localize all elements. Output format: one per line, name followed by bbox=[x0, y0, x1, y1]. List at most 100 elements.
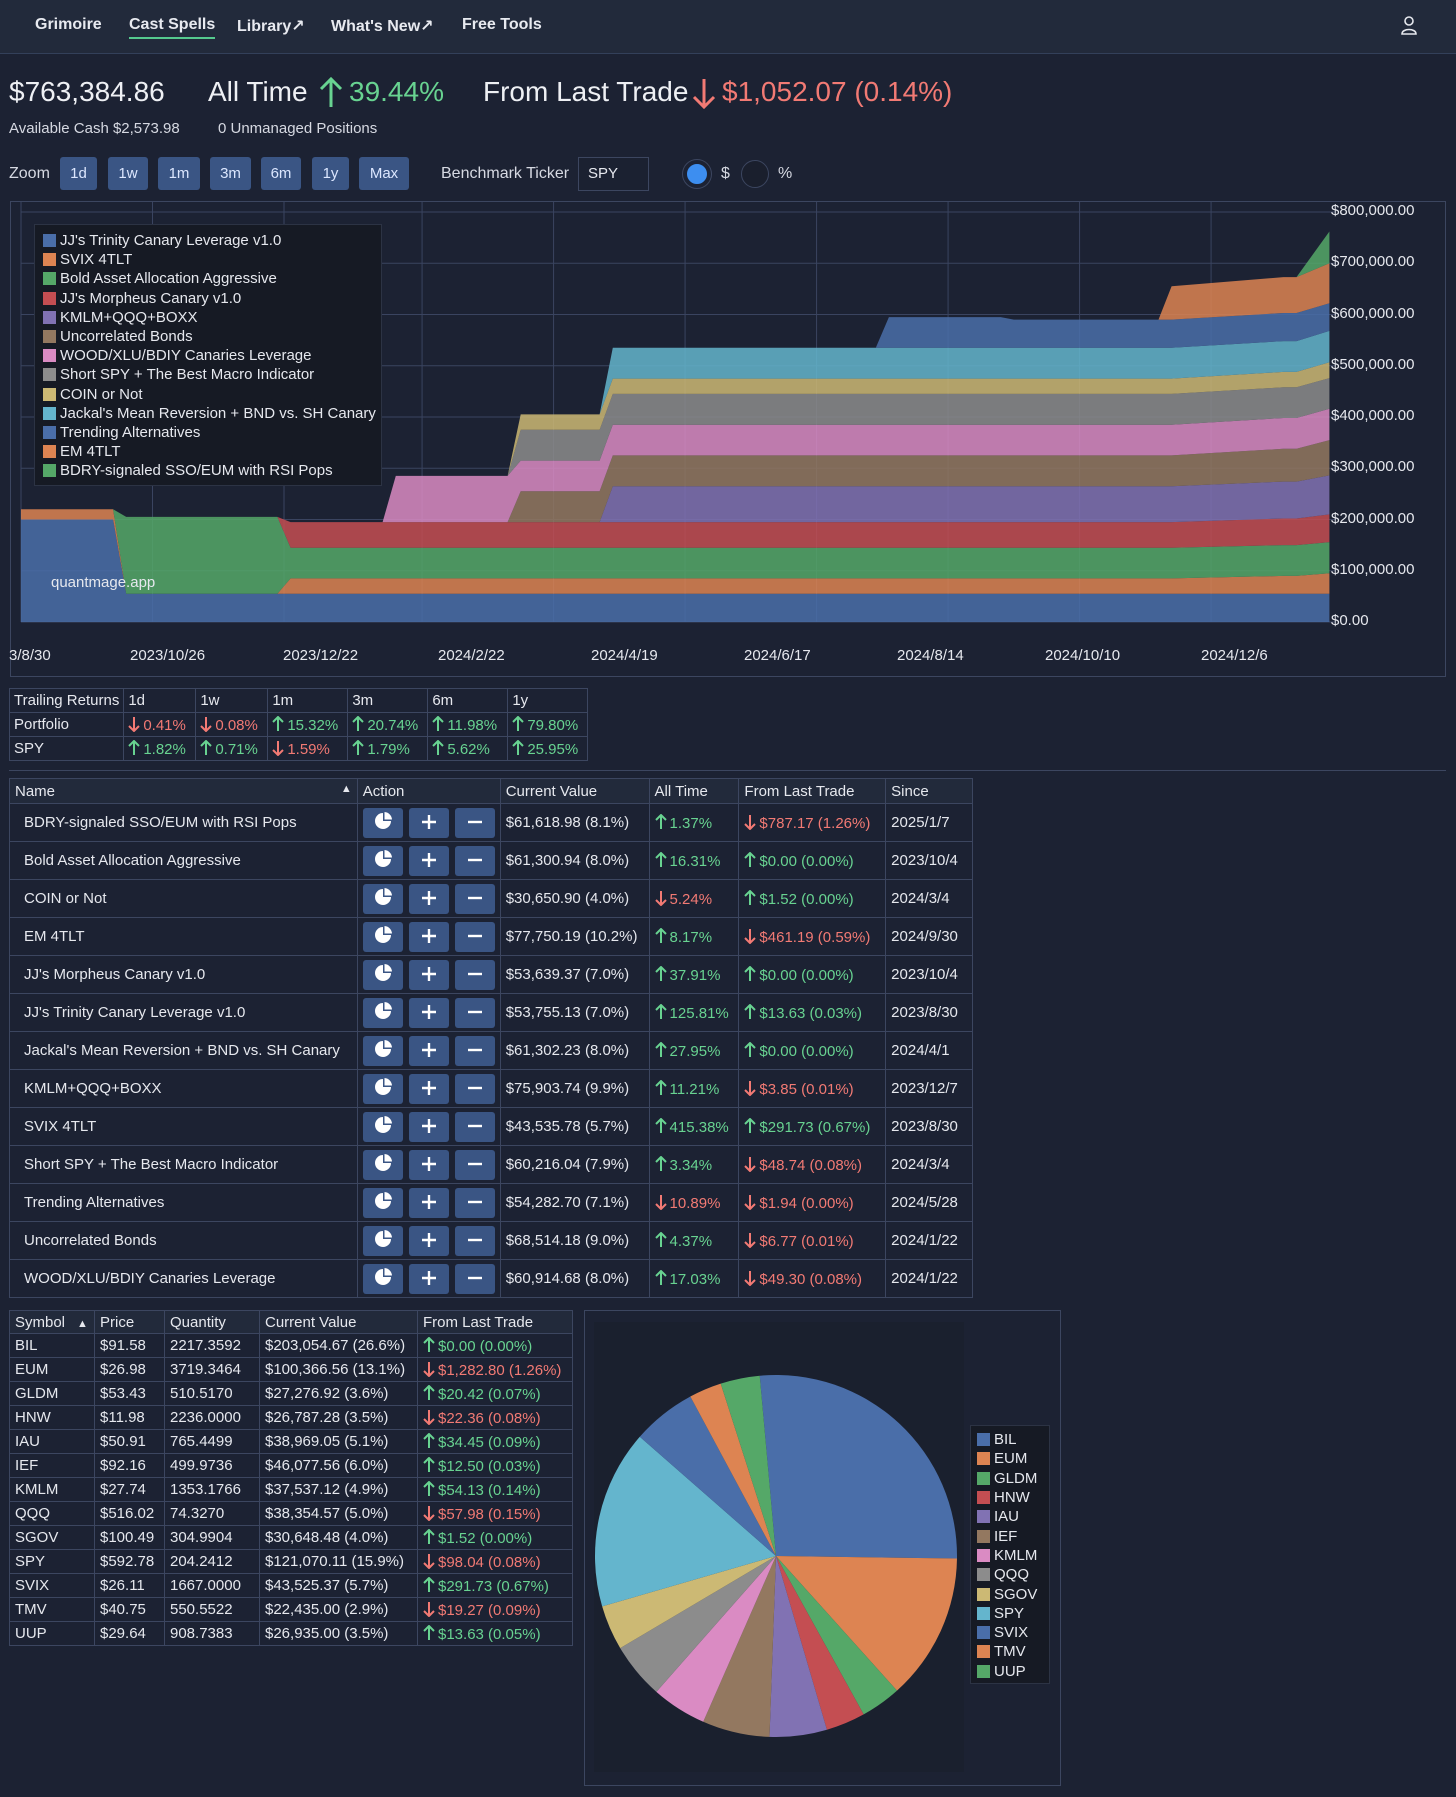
remove-funds-button[interactable] bbox=[454, 1187, 495, 1218]
strategy-row[interactable]: Trending Alternatives $54,282.70 (7.1%) 10… bbox=[9, 1183, 973, 1222]
dollar-radio[interactable] bbox=[683, 160, 711, 188]
holding-row[interactable]: QQQ $516.02 74.3270 $38,354.57 (5.0%) $57.98… bbox=[9, 1501, 573, 1526]
pie-legend-item[interactable]: IAU bbox=[977, 1507, 1049, 1526]
strategy-name[interactable]: JJ's Morpheus Canary v1.0 bbox=[9, 955, 358, 994]
legend-item[interactable]: Jackal's Mean Reversion + BND vs. SH Can… bbox=[43, 404, 381, 423]
holding-row[interactable]: SGOV $100.49 304.9904 $30,648.48 (4.0%) $1.5… bbox=[9, 1525, 573, 1550]
remove-funds-button[interactable] bbox=[454, 1073, 495, 1104]
add-funds-button[interactable] bbox=[408, 807, 449, 838]
nav-grimoire[interactable]: Grimoire bbox=[35, 16, 102, 33]
zoom-1d-button[interactable]: 1d bbox=[60, 157, 97, 190]
zoom-max-button[interactable]: Max bbox=[359, 157, 409, 190]
add-funds-button[interactable] bbox=[408, 1149, 449, 1180]
strategy-row[interactable]: JJ's Morpheus Canary v1.0 $53,639.37 (7.0… bbox=[9, 955, 973, 994]
view-allocation-button[interactable] bbox=[362, 1225, 403, 1256]
legend-item[interactable]: Short SPY + The Best Macro Indicator bbox=[43, 365, 381, 384]
benchmark-input[interactable]: SPY bbox=[578, 157, 649, 191]
strategy-name[interactable]: WOOD/XLU/BDIY Canaries Leverage bbox=[9, 1259, 358, 1298]
column-header-quantity[interactable]: Quantity bbox=[164, 1310, 260, 1334]
add-funds-button[interactable] bbox=[408, 1035, 449, 1066]
remove-funds-button[interactable] bbox=[454, 997, 495, 1028]
remove-funds-button[interactable] bbox=[454, 1263, 495, 1294]
view-allocation-button[interactable] bbox=[362, 1111, 403, 1142]
strategy-name[interactable]: Short SPY + The Best Macro Indicator bbox=[9, 1145, 358, 1184]
zoom-6m-button[interactable]: 6m bbox=[261, 157, 301, 190]
pie-slice-gldm[interactable] bbox=[776, 1556, 897, 1715]
pie-slice-uup[interactable] bbox=[720, 1375, 776, 1556]
legend-item[interactable]: JJ's Morpheus Canary v1.0 bbox=[43, 289, 381, 308]
strategy-row[interactable]: Short SPY + The Best Macro Indicator $60,… bbox=[9, 1145, 973, 1184]
pie-legend-item[interactable]: IEF bbox=[977, 1526, 1049, 1545]
nav-whats-new[interactable]: What's New↗ bbox=[331, 18, 434, 35]
strategy-name[interactable]: JJ's Trinity Canary Leverage v1.0 bbox=[9, 993, 358, 1032]
user-icon[interactable] bbox=[1400, 15, 1418, 35]
pie-legend-item[interactable]: SPY bbox=[977, 1604, 1049, 1623]
view-allocation-button[interactable] bbox=[362, 883, 403, 914]
area-series-5[interactable] bbox=[21, 440, 1330, 523]
pie-legend-item[interactable]: QQQ bbox=[977, 1565, 1049, 1584]
strategy-row[interactable]: KMLM+QQQ+BOXX $75,903.74 (9.9%) 11.21% $3.8… bbox=[9, 1069, 973, 1108]
pie-legend-item[interactable]: TMV bbox=[977, 1642, 1049, 1661]
strategy-name[interactable]: Bold Asset Allocation Aggressive bbox=[9, 841, 358, 880]
column-header-current-value[interactable]: Current Value bbox=[499, 778, 650, 804]
holding-row[interactable]: HNW $11.98 2236.0000 $26,787.28 (3.5%) $22.3… bbox=[9, 1405, 573, 1430]
strategy-row[interactable]: Jackal's Mean Reversion + BND vs. SH Can… bbox=[9, 1031, 973, 1070]
strategy-row[interactable]: Bold Asset Allocation Aggressive $61,300.… bbox=[9, 841, 973, 880]
view-allocation-button[interactable] bbox=[362, 807, 403, 838]
add-funds-button[interactable] bbox=[408, 1111, 449, 1142]
holding-row[interactable]: SVIX $26.11 1667.0000 $43,525.37 (5.7%) $291… bbox=[9, 1573, 573, 1598]
pie-slice-bil[interactable] bbox=[759, 1374, 957, 1559]
pie-legend-item[interactable]: HNW bbox=[977, 1488, 1049, 1507]
legend-item[interactable]: COIN or Not bbox=[43, 385, 381, 404]
pie-slice-spy[interactable] bbox=[594, 1436, 776, 1607]
legend-item[interactable]: Trending Alternatives bbox=[43, 423, 381, 442]
pie-legend-item[interactable]: UUP bbox=[977, 1662, 1049, 1681]
holding-row[interactable]: IEF $92.16 499.9736 $46,077.56 (6.0%) $12.50… bbox=[9, 1453, 573, 1478]
remove-funds-button[interactable] bbox=[454, 1225, 495, 1256]
holding-row[interactable]: KMLM $27.74 1353.1766 $37,537.12 (4.9%) $54.… bbox=[9, 1477, 573, 1502]
strategy-row[interactable]: SVIX 4TLT $43,535.78 (5.7%) 415.38% $291.73… bbox=[9, 1107, 973, 1146]
column-header-current-value[interactable]: Current Value bbox=[259, 1310, 418, 1334]
pie-slice-sgov[interactable] bbox=[602, 1556, 776, 1649]
legend-item[interactable]: Uncorrelated Bonds bbox=[43, 327, 381, 346]
area-series-6[interactable] bbox=[21, 408, 1330, 523]
column-header-from-last-trade[interactable]: From Last Trade bbox=[417, 1310, 573, 1334]
stacked-area-chart[interactable] bbox=[11, 202, 1447, 678]
add-funds-button[interactable] bbox=[408, 883, 449, 914]
column-header-symbol[interactable]: Symbol ▲ bbox=[9, 1310, 95, 1334]
legend-item[interactable]: EM 4TLT bbox=[43, 442, 381, 461]
legend-item[interactable]: BDRY-signaled SSO/EUM with RSI Pops bbox=[43, 461, 381, 480]
strategy-row[interactable]: BDRY-signaled SSO/EUM with RSI Pops $61,6… bbox=[9, 803, 973, 842]
zoom-1y-button[interactable]: 1y bbox=[312, 157, 349, 190]
area-series-7[interactable] bbox=[21, 378, 1330, 523]
area-series-2[interactable] bbox=[21, 509, 1330, 594]
strategy-name[interactable]: KMLM+QQQ+BOXX bbox=[9, 1069, 358, 1108]
view-allocation-button[interactable] bbox=[362, 1263, 403, 1294]
zoom-3m-button[interactable]: 3m bbox=[210, 157, 251, 190]
area-series-10[interactable] bbox=[21, 303, 1330, 523]
strategy-name[interactable]: COIN or Not bbox=[9, 879, 358, 918]
view-allocation-button[interactable] bbox=[362, 1073, 403, 1104]
pie-slice-iau[interactable] bbox=[769, 1556, 827, 1737]
strategy-name[interactable]: Jackal's Mean Reversion + BND vs. SH Can… bbox=[9, 1031, 358, 1070]
pie-legend-item[interactable]: EUM bbox=[977, 1449, 1049, 1468]
strategy-row[interactable]: COIN or Not $30,650.90 (4.0%) 5.24% $1.52 (… bbox=[9, 879, 973, 918]
allocation-pie-chart[interactable] bbox=[594, 1322, 964, 1772]
remove-funds-button[interactable] bbox=[454, 1111, 495, 1142]
area-series-3[interactable] bbox=[21, 509, 1330, 548]
view-allocation-button[interactable] bbox=[362, 921, 403, 952]
strategy-name[interactable]: BDRY-signaled SSO/EUM with RSI Pops bbox=[9, 803, 358, 842]
percent-radio[interactable] bbox=[741, 160, 769, 188]
column-header-since[interactable]: Since bbox=[885, 778, 973, 804]
add-funds-button[interactable] bbox=[408, 959, 449, 990]
strategy-name[interactable]: EM 4TLT bbox=[9, 917, 358, 956]
zoom-1w-button[interactable]: 1w bbox=[108, 157, 148, 190]
legend-item[interactable]: KMLM+QQQ+BOXX bbox=[43, 308, 381, 327]
pie-slice-ief[interactable] bbox=[703, 1556, 776, 1737]
holding-row[interactable]: GLDM $53.43 510.5170 $27,276.92 (3.6%) $20.4… bbox=[9, 1381, 573, 1406]
strategy-name[interactable]: Trending Alternatives bbox=[9, 1183, 358, 1222]
remove-funds-button[interactable] bbox=[454, 883, 495, 914]
view-allocation-button[interactable] bbox=[362, 997, 403, 1028]
nav-free-tools[interactable]: Free Tools bbox=[462, 16, 542, 33]
legend-item[interactable]: Bold Asset Allocation Aggressive bbox=[43, 269, 381, 288]
